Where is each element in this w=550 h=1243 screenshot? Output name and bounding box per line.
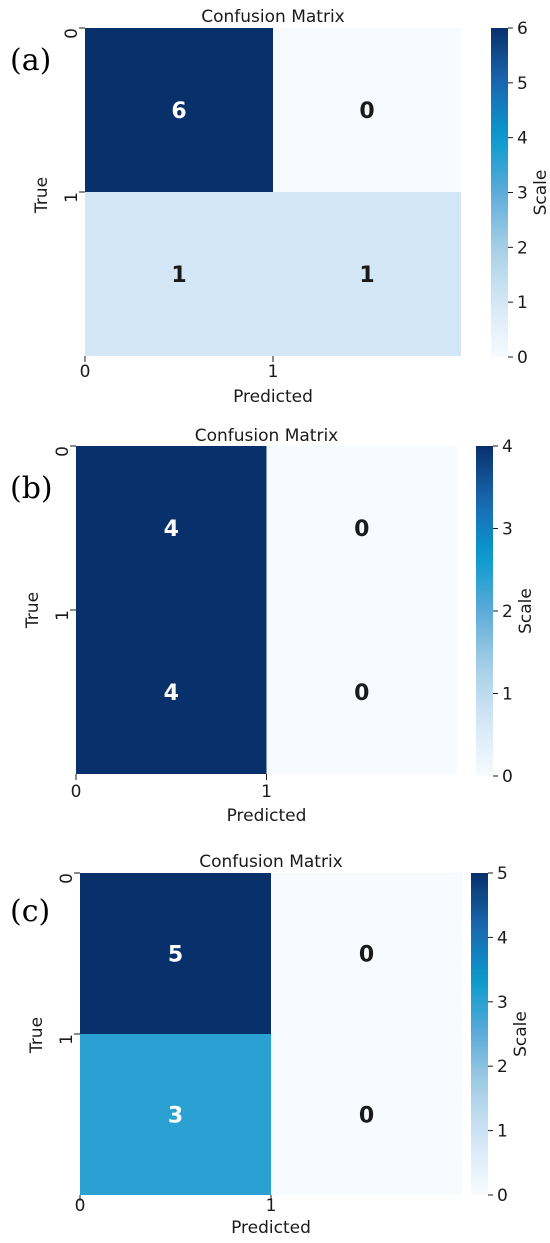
colorbar-tick-label: 6 xyxy=(517,19,528,39)
colorbar-tick-label: 0 xyxy=(502,767,513,787)
chart-title: Confusion Matrix xyxy=(195,426,339,446)
colorbar-label: Scale xyxy=(511,1011,531,1057)
panel-label: (c) xyxy=(10,894,50,929)
x-tick-label: 1 xyxy=(268,362,279,382)
cell-value-label: 4 xyxy=(164,517,179,542)
x-tick-label: 0 xyxy=(80,362,91,382)
x-axis-label: Predicted xyxy=(231,1218,311,1238)
colorbar-tick-label: 2 xyxy=(497,1057,508,1077)
y-tick-label: 0 xyxy=(62,28,82,39)
heatmap-cell xyxy=(273,28,461,192)
heatmap-cell xyxy=(80,1034,271,1195)
colorbar-tick-label: 4 xyxy=(502,437,513,457)
panel-label: (a) xyxy=(10,43,51,78)
cell-value-label: 6 xyxy=(171,99,186,124)
panel-b: Confusion Matrix 4 0 4 0 0 1 0 1 Predicted True (b)… xyxy=(10,426,536,826)
y-tick-label: 0 xyxy=(57,873,77,884)
colorbar xyxy=(476,446,493,776)
cell-value-label: 0 xyxy=(354,517,369,542)
cell-value-label: 0 xyxy=(354,681,369,706)
colorbar-tick-label: 0 xyxy=(497,1186,508,1206)
y-tick-label: 0 xyxy=(53,446,73,457)
panel-label: (b) xyxy=(10,471,53,506)
cell-value-label: 0 xyxy=(359,1104,374,1129)
colorbar-tick-label: 1 xyxy=(502,684,513,704)
heatmap-cell xyxy=(80,873,271,1034)
colorbar-tick-label: 1 xyxy=(517,293,528,313)
colorbar xyxy=(491,28,508,357)
x-tick-label: 1 xyxy=(261,782,272,802)
heatmap-cell xyxy=(273,192,461,356)
cell-value-label: 0 xyxy=(359,943,374,968)
colorbar-tick-label: 2 xyxy=(502,602,513,622)
heatmap-cell xyxy=(85,192,273,356)
colorbar-tick-label: 5 xyxy=(517,74,528,94)
heatmap-cell xyxy=(266,446,457,610)
colorbar-label: Scale xyxy=(516,588,536,634)
panel-a: Confusion Matrix 6 0 1 1 0 1 0 1 Predicted True (a)… xyxy=(10,7,550,407)
colorbar-label: Scale xyxy=(531,170,550,216)
cell-value-label: 0 xyxy=(359,99,374,124)
y-axis-label: True xyxy=(23,592,43,629)
y-tick-label: 1 xyxy=(53,610,73,621)
colorbar-tick-label: 4 xyxy=(517,129,528,149)
colorbar-tick-label: 3 xyxy=(497,993,508,1013)
cell-value-label: 1 xyxy=(171,263,186,288)
colorbar-tick-label: 3 xyxy=(502,519,513,539)
heatmap-cell xyxy=(271,1034,462,1195)
y-axis-label: True xyxy=(27,1017,47,1054)
chart-title: Confusion Matrix xyxy=(199,852,343,872)
colorbar-tick-label: 3 xyxy=(517,183,528,203)
x-tick-label: 0 xyxy=(71,782,82,802)
colorbar-tick-label: 4 xyxy=(497,928,508,948)
cell-value-label: 5 xyxy=(168,943,183,968)
colorbar-tick-label: 0 xyxy=(517,348,528,368)
heatmap-cell xyxy=(271,873,462,1034)
x-axis-label: Predicted xyxy=(233,387,313,407)
y-tick-label: 1 xyxy=(62,192,82,203)
heatmap-cell xyxy=(266,610,457,774)
colorbar-tick-label: 1 xyxy=(497,1122,508,1142)
x-tick-label: 0 xyxy=(75,1196,86,1216)
x-axis-label: Predicted xyxy=(227,806,307,826)
y-axis-label: True xyxy=(32,177,52,214)
chart-title: Confusion Matrix xyxy=(201,7,345,27)
colorbar-tick-label: 5 xyxy=(497,864,508,884)
y-tick-label: 1 xyxy=(57,1034,77,1045)
cell-value-label: 1 xyxy=(359,263,374,288)
x-tick-label: 1 xyxy=(266,1196,277,1216)
heatmap-cell xyxy=(76,610,267,774)
heatmap-cell xyxy=(85,28,273,192)
cell-value-label: 3 xyxy=(168,1104,183,1129)
colorbar xyxy=(471,873,488,1195)
cell-value-label: 4 xyxy=(164,681,179,706)
heatmap-cell xyxy=(76,446,267,610)
colorbar-tick-label: 2 xyxy=(517,238,528,258)
